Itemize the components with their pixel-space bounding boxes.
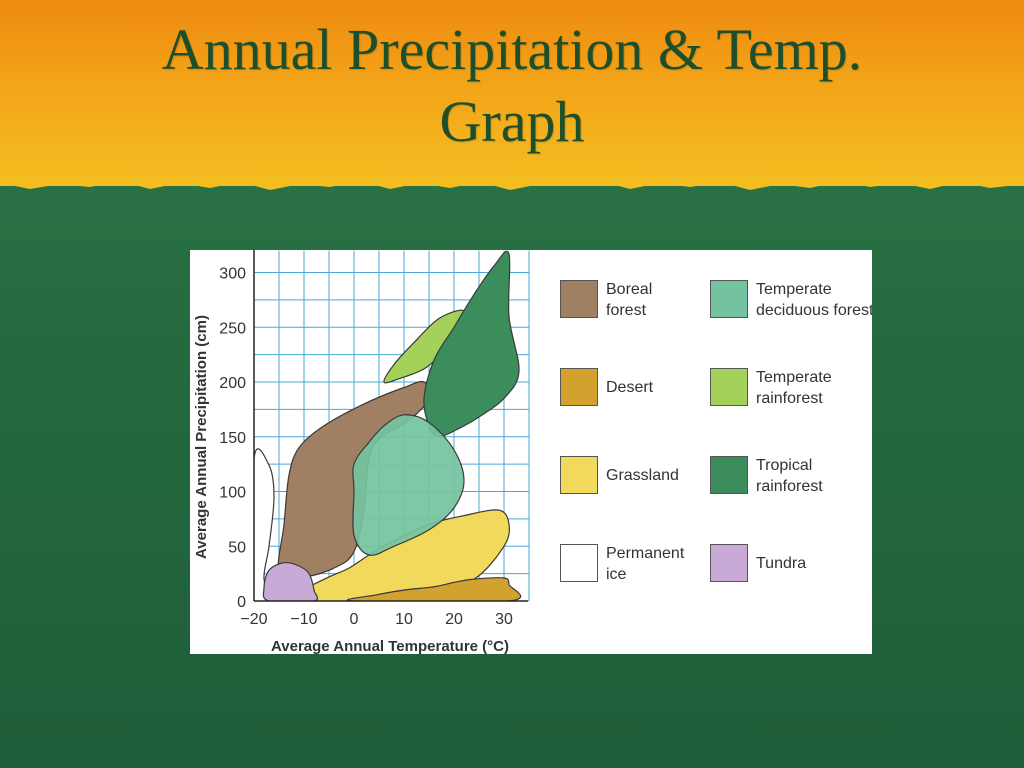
legend-label: Tundra (756, 555, 807, 572)
legend-swatch (560, 456, 598, 494)
x-tick-label: −20 (240, 611, 267, 628)
y-tick-label: 200 (219, 375, 246, 392)
legend-swatch (560, 544, 598, 582)
region-permanent-ice (254, 448, 275, 601)
y-tick-label: 100 (219, 485, 246, 502)
slide-title: Annual Precipitation & Temp. Graph (0, 14, 1024, 158)
x-tick-label: −10 (290, 611, 317, 628)
y-tick-label: 50 (228, 539, 246, 556)
legend-swatch (560, 280, 598, 318)
slide-header (0, 0, 1024, 186)
legend-swatch (560, 368, 598, 406)
y-axis-title: Average Annual Precipitation (cm) (193, 315, 210, 559)
title-line-1: Annual Precipitation & Temp. (161, 17, 863, 82)
biome-chart: 0 50 100 150 200 250 300 −20 −10 0 10 20 30 Average A… (193, 250, 530, 654)
chart-panel: 0 50 100 150 200 250 300 −20 −10 0 10 20 30 Average A… (190, 250, 872, 654)
header-rough-edge (0, 176, 1024, 190)
legend-label: Boreal forest (606, 281, 653, 319)
legend-label: Permanent ice (606, 545, 685, 583)
legend-label: Desert (606, 379, 654, 396)
title-line-2: Graph (439, 89, 585, 154)
x-tick-label: 20 (445, 611, 463, 628)
x-axis-title: Average Annual Temperature (°C) (271, 638, 509, 654)
y-tick-label: 150 (219, 430, 246, 447)
legend-label: Grassland (606, 467, 679, 484)
legend-label: Temperate deciduous forest (756, 281, 872, 319)
region-temperate-deciduous-forest (352, 414, 465, 556)
x-tick-label: 10 (395, 611, 413, 628)
legend-swatch (710, 280, 748, 318)
legend-swatch (710, 544, 748, 582)
y-tick-label: 300 (219, 266, 246, 283)
y-tick-label: 0 (237, 594, 246, 611)
y-tick-label: 250 (219, 320, 246, 337)
legend-label: Temperate rainforest (756, 369, 832, 407)
legend-label: Tropical rainforest (756, 457, 823, 495)
legend-swatch (710, 456, 748, 494)
x-tick-label: 0 (350, 611, 359, 628)
biome-regions (254, 250, 522, 601)
legend-swatch (710, 368, 748, 406)
x-tick-label: 30 (495, 611, 513, 628)
region-tundra (262, 561, 319, 601)
